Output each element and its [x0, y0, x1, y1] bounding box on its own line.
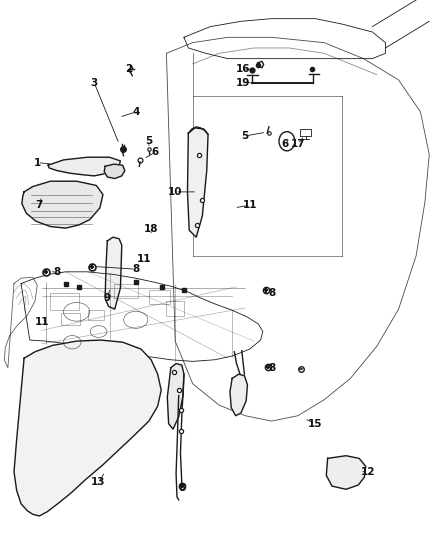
Text: 17: 17: [290, 139, 305, 149]
Text: 8: 8: [132, 264, 139, 274]
Text: 16: 16: [236, 64, 251, 74]
Text: 2: 2: [126, 64, 133, 74]
Polygon shape: [326, 456, 366, 489]
Text: 8: 8: [53, 267, 60, 277]
Bar: [61, 313, 80, 325]
Bar: [114, 284, 138, 298]
Polygon shape: [14, 340, 161, 516]
Text: 11: 11: [137, 254, 152, 263]
Bar: [50, 293, 79, 310]
Text: 5: 5: [242, 131, 249, 141]
Text: 6: 6: [152, 147, 159, 157]
Bar: [166, 301, 184, 316]
Text: 10: 10: [168, 187, 183, 197]
Text: 6: 6: [281, 139, 288, 149]
Text: 15: 15: [308, 419, 323, 429]
Bar: [88, 310, 104, 320]
Text: 9: 9: [104, 294, 111, 303]
Text: 7: 7: [36, 200, 43, 210]
Polygon shape: [230, 374, 247, 416]
Text: 13: 13: [91, 478, 106, 487]
Text: 3: 3: [91, 78, 98, 87]
Bar: [149, 290, 170, 304]
Text: 19: 19: [236, 78, 250, 87]
Text: 1: 1: [34, 158, 41, 167]
Text: 4: 4: [132, 107, 139, 117]
Text: 8: 8: [178, 483, 185, 492]
Polygon shape: [48, 157, 120, 176]
Polygon shape: [104, 164, 125, 179]
Text: 11: 11: [242, 200, 257, 210]
Text: 18: 18: [144, 224, 159, 234]
Text: 8: 8: [268, 288, 275, 298]
Polygon shape: [187, 128, 208, 237]
Polygon shape: [105, 237, 122, 309]
Text: 5: 5: [145, 136, 152, 146]
Polygon shape: [167, 364, 184, 429]
Text: 12: 12: [360, 467, 375, 477]
Polygon shape: [22, 181, 103, 228]
Text: 11: 11: [34, 318, 49, 327]
Text: 8: 8: [268, 363, 275, 373]
